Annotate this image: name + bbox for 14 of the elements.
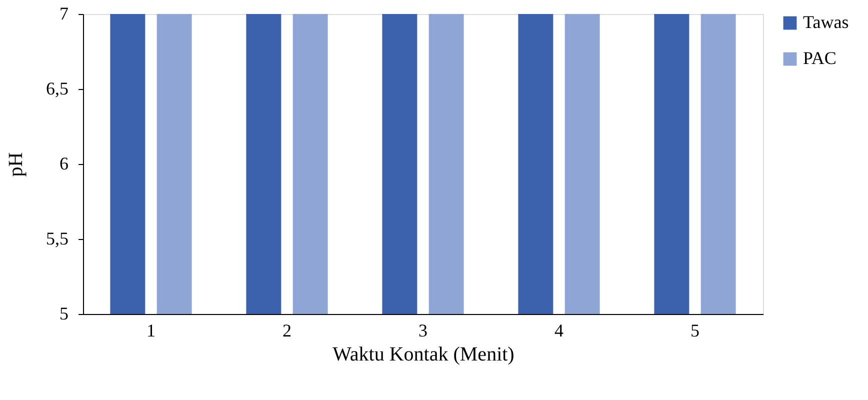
x-tick-label: 5 — [690, 320, 700, 340]
y-tick-label: 6 — [60, 154, 68, 174]
legend-label: PAC — [803, 48, 836, 68]
y-tick-label: 7 — [60, 4, 68, 24]
y-tick-label: 5 — [60, 304, 68, 324]
x-tick-label: 2 — [282, 320, 292, 340]
y-tick-label: 5,5 — [46, 228, 68, 248]
y-axis-title: pH — [5, 152, 27, 177]
x-tick-label: 3 — [418, 320, 428, 340]
x-axis-title: Waktu Kontak (Menit) — [332, 344, 514, 366]
x-tick-label: 4 — [554, 320, 564, 340]
y-tick-label: 6,5 — [46, 78, 68, 98]
x-tick-label: 1 — [146, 320, 156, 340]
legend-label: Tawas — [803, 12, 849, 32]
